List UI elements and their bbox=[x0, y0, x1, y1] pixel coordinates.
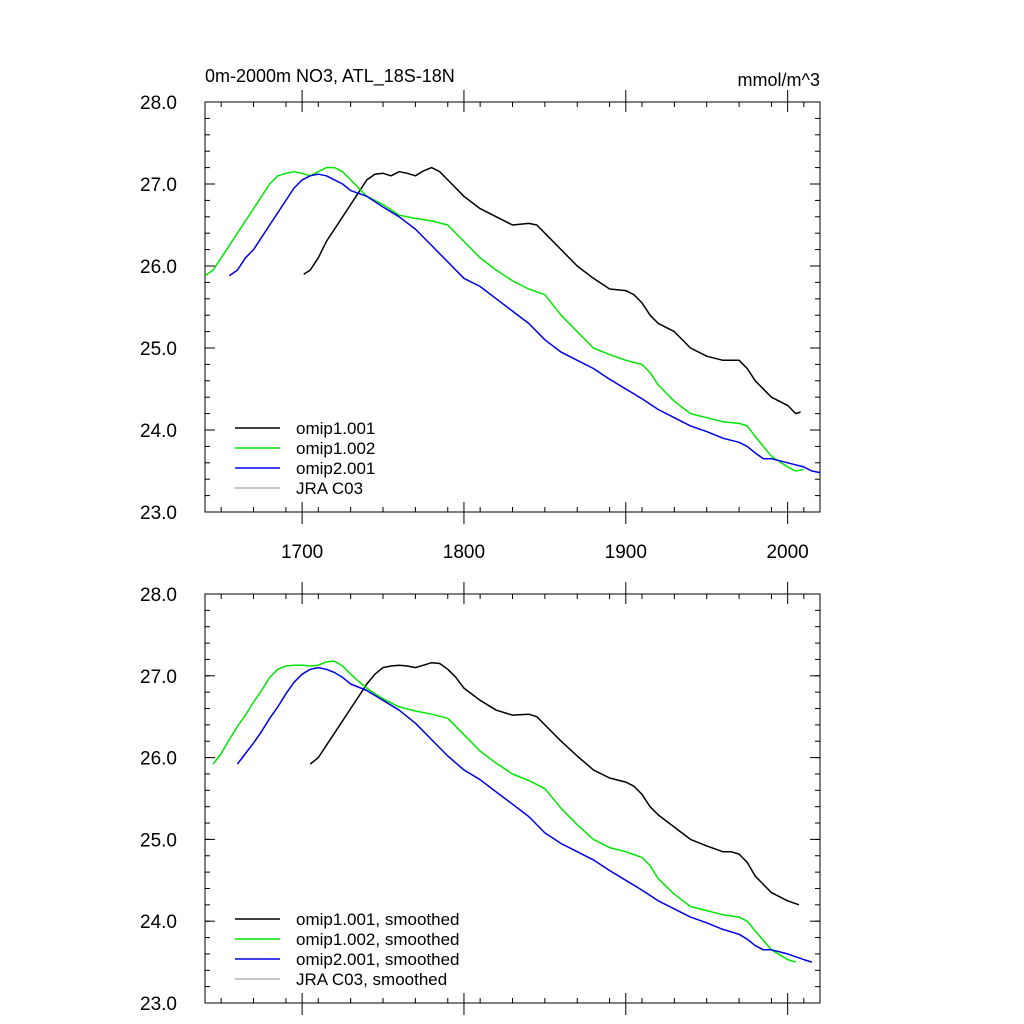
y-tick-label: 28.0 bbox=[140, 93, 177, 114]
series-line-omip1-002-smoothed bbox=[212, 660, 796, 963]
legend-label: omip2.001, smoothed bbox=[296, 950, 460, 969]
legend-label: omip2.001 bbox=[296, 459, 375, 478]
units-label: mmol/m^3 bbox=[738, 70, 820, 90]
chart-title: 0m-2000m NO3, ATL_18S-18N bbox=[205, 66, 455, 87]
y-tick-label: 27.0 bbox=[140, 667, 177, 688]
series-line-omip1-002 bbox=[204, 166, 804, 472]
x-tick-label: 1900 bbox=[605, 542, 647, 563]
y-tick-label: 24.0 bbox=[140, 421, 177, 442]
legend-label: omip1.002, smoothed bbox=[296, 930, 460, 949]
series-line-omip1-001 bbox=[303, 166, 801, 415]
x-tick-label: 1700 bbox=[281, 542, 323, 563]
series-line-omip2-001 bbox=[228, 173, 821, 474]
x-tick-label: 1800 bbox=[443, 542, 485, 563]
legend-label: JRA C03, smoothed bbox=[296, 970, 447, 989]
y-tick-label: 28.0 bbox=[140, 585, 177, 606]
legend-label: JRA C03 bbox=[296, 479, 363, 498]
series-line-omip1-001-smoothed bbox=[309, 661, 800, 906]
series-line-omip2-001-smoothed bbox=[236, 666, 813, 963]
y-tick-label: 26.0 bbox=[140, 749, 177, 770]
y-tick-label: 23.0 bbox=[140, 503, 177, 524]
top-panel: 23.0 24.0 25.0 26.0 27.0 28.0 1700 1800 1900 2000… bbox=[140, 90, 821, 563]
bottom-panel: 23.0 24.0 25.0 26.0 27.0 28.0 omip1.001, smoot… bbox=[140, 582, 821, 1015]
y-tick-label: 27.0 bbox=[140, 175, 177, 196]
y-tick-label: 25.0 bbox=[140, 339, 177, 360]
legend-label: omip1.001, smoothed bbox=[296, 910, 460, 929]
y-tick-label: 23.0 bbox=[140, 994, 177, 1015]
legend-label: omip1.001 bbox=[296, 419, 375, 438]
x-tick-label: 2000 bbox=[766, 542, 808, 563]
y-tick-label: 24.0 bbox=[140, 912, 177, 933]
legend-label: omip1.002 bbox=[296, 439, 375, 458]
y-tick-label: 25.0 bbox=[140, 830, 177, 851]
y-tick-label: 26.0 bbox=[140, 257, 177, 278]
